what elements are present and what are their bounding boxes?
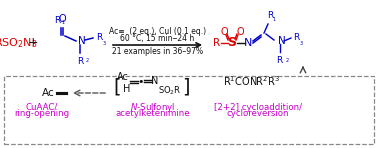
- Text: R: R: [293, 33, 299, 42]
- Text: N: N: [278, 36, 286, 46]
- Text: H: H: [123, 84, 131, 94]
- Text: R: R: [213, 38, 220, 48]
- Bar: [4, 76, 374, 144]
- Text: O: O: [236, 27, 244, 37]
- Text: acetylketenimine: acetylketenimine: [116, 110, 190, 119]
- Text: $^3$: $^3$: [102, 40, 107, 46]
- Text: $^3$: $^3$: [299, 40, 304, 46]
- Text: N: N: [151, 76, 159, 86]
- Text: R: R: [276, 56, 282, 65]
- Text: Ac≡  (2 eq.), CuI (0.1 eq.): Ac≡ (2 eq.), CuI (0.1 eq.): [109, 28, 206, 37]
- Text: Ac: Ac: [117, 72, 129, 82]
- Text: O: O: [58, 14, 66, 24]
- Text: $^1$: $^1$: [272, 16, 277, 22]
- Text: cycloreversion: cycloreversion: [227, 110, 289, 119]
- Text: R: R: [77, 57, 83, 66]
- Text: S: S: [228, 37, 237, 49]
- Text: [2+2] cycloaddition/: [2+2] cycloaddition/: [214, 103, 302, 111]
- Text: 60 °C, 15 min‒24 h: 60 °C, 15 min‒24 h: [120, 34, 195, 44]
- Text: $\it{N}$-Sulfonyl: $\it{N}$-Sulfonyl: [130, 100, 176, 114]
- Text: RSO$_2$N$_3$: RSO$_2$N$_3$: [0, 36, 38, 50]
- Text: Ac: Ac: [42, 88, 55, 98]
- Text: •: •: [138, 77, 144, 87]
- Text: $^2$: $^2$: [285, 57, 290, 63]
- Text: $^1$: $^1$: [61, 19, 66, 25]
- Text: ring-opening: ring-opening: [14, 110, 70, 119]
- Text: $^2$: $^2$: [85, 57, 90, 63]
- Text: N: N: [78, 36, 86, 46]
- Text: SO$_2$R: SO$_2$R: [158, 85, 182, 97]
- Text: R: R: [54, 16, 60, 25]
- Text: N: N: [244, 38, 252, 48]
- Text: 21 examples in 36–97%: 21 examples in 36–97%: [112, 48, 203, 57]
- Text: R$^1$CONR$^2$R$^3$: R$^1$CONR$^2$R$^3$: [223, 74, 280, 88]
- Text: CuAAC/: CuAAC/: [26, 103, 58, 111]
- Text: O: O: [220, 27, 228, 37]
- Text: [: [: [113, 78, 121, 96]
- Text: ]: ]: [183, 78, 190, 96]
- Text: R: R: [96, 33, 102, 42]
- Text: +: +: [28, 37, 38, 49]
- Text: R: R: [267, 11, 273, 20]
